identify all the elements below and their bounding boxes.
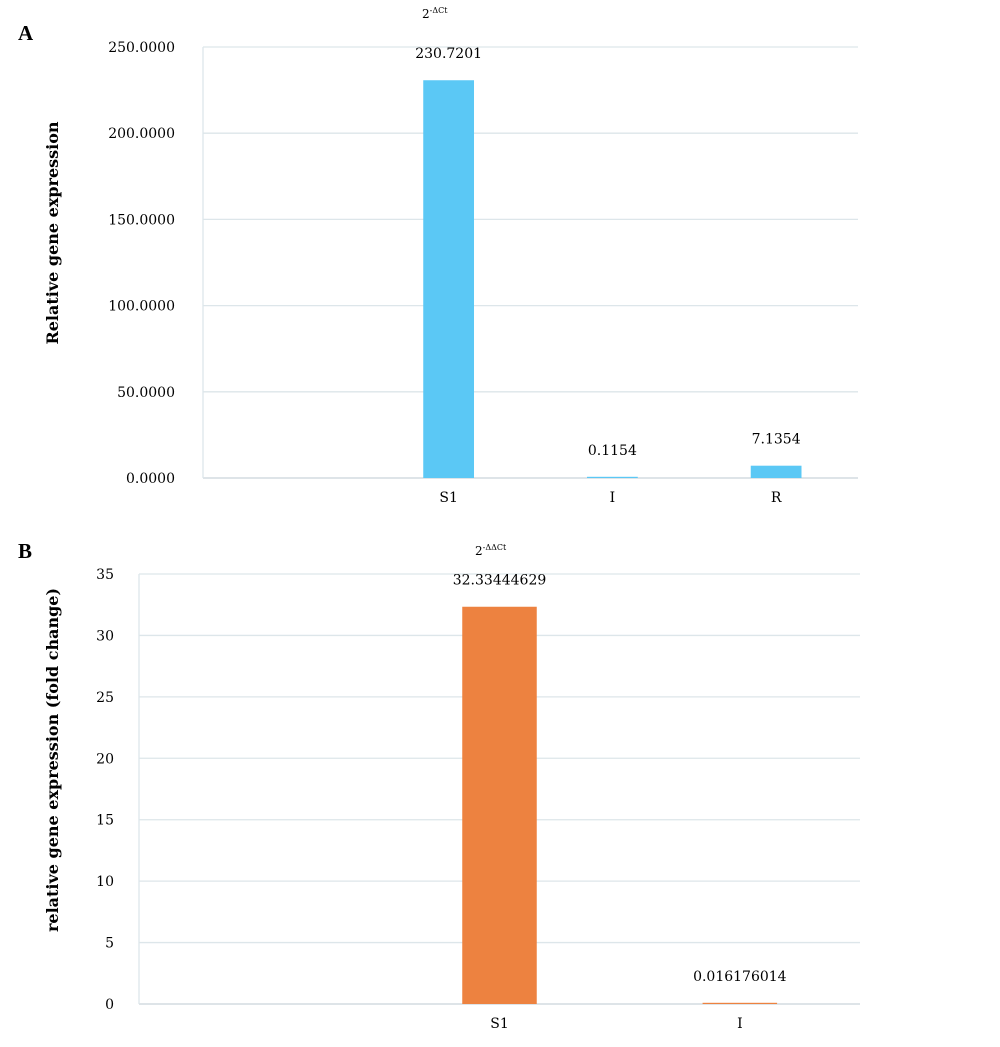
chart-panel-b: B 2-ΔΔCt relative gene expression (fold … (18, 539, 860, 1032)
bar-a-r (750, 465, 802, 478)
chart-panel-a: A 2-ΔCt Relative gene expression 0.0000 5… (18, 6, 858, 506)
y-tick-label-a: 50.0000 (117, 385, 175, 401)
x-tick-label-a-i: I (610, 490, 616, 506)
bar-a-s1 (423, 80, 475, 478)
data-label-b-s1: 32.33444629 (453, 573, 547, 589)
y-tick-label-a: 200.0000 (108, 126, 175, 142)
y-axis-label-b: relative gene expression (fold change) (43, 588, 62, 932)
bar-b-s1 (462, 606, 537, 1004)
y-tick-label-b: 25 (96, 690, 114, 706)
data-label-a-r: 7.1354 (752, 432, 801, 448)
data-label-a-s1: 230.7201 (415, 46, 482, 62)
y-axis-label-a: Relative gene expression (43, 121, 62, 344)
chart-title-b-sup: -ΔΔCt (483, 543, 507, 552)
y-tick-label-b: 5 (105, 936, 114, 952)
panel-letter-b: B (18, 539, 32, 563)
y-tick-label-b: 15 (96, 813, 114, 829)
chart-title-a: 2-ΔCt (422, 6, 448, 21)
panel-letter-a: A (18, 21, 34, 45)
data-label-a-i: 0.1154 (588, 443, 637, 459)
y-tick-label-b: 10 (96, 874, 114, 890)
y-tick-label-b: 30 (96, 628, 114, 644)
y-tick-label-a: 150.0000 (108, 212, 175, 228)
x-tick-label-b-s1: S1 (490, 1016, 509, 1032)
bar-b-i (702, 1002, 778, 1004)
y-tick-label-b: 0 (105, 997, 114, 1013)
y-tick-label-a: 250.0000 (108, 40, 175, 56)
y-tick-label-a: 0.0000 (126, 471, 175, 487)
bar-a-i (586, 476, 638, 478)
plot-area-b: 0 5 10 15 20 25 30 35 32.33444629 S1 0.016176014 I (96, 567, 860, 1032)
chart-title-b: 2-ΔΔCt (475, 543, 507, 558)
chart-title-a-sup: -ΔCt (430, 6, 449, 15)
data-label-b-i: 0.016176014 (693, 969, 787, 985)
x-tick-label-a-s1: S1 (439, 490, 458, 506)
x-tick-label-b-i: I (737, 1016, 743, 1032)
chart-title-a-base: 2 (422, 7, 430, 21)
y-tick-label-a: 100.0000 (108, 299, 175, 315)
y-tick-label-b: 20 (96, 751, 114, 767)
chart-title-b-base: 2 (475, 544, 483, 558)
y-tick-label-b: 35 (96, 567, 114, 583)
x-tick-label-a-r: R (771, 490, 782, 506)
plot-area-a: 0.0000 50.0000 100.0000 150.0000 200.0000 250… (108, 40, 858, 506)
